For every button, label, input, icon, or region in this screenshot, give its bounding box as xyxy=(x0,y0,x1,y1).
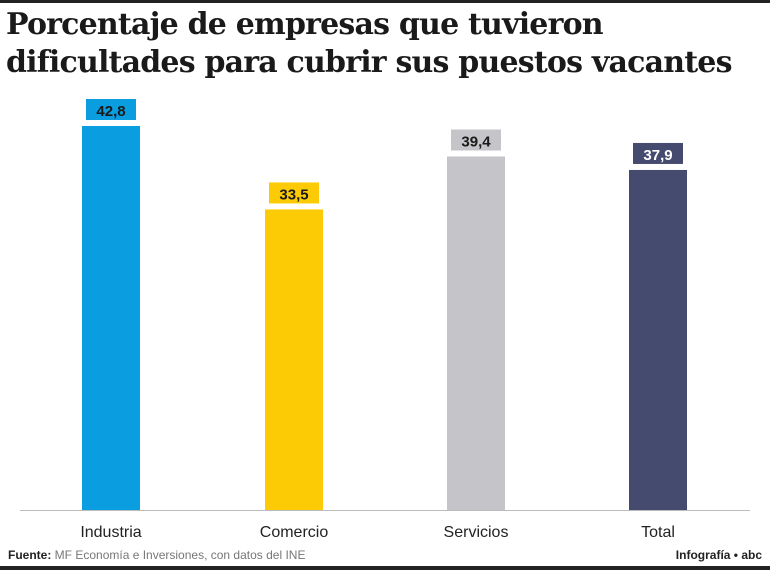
value-label-bg xyxy=(451,129,501,151)
credit: Infografía • abc xyxy=(675,548,762,562)
value-label: 37,9 xyxy=(643,147,672,164)
source-note: Fuente: MF Economía e Inversiones, con d… xyxy=(8,548,305,562)
title-line-2: dificultades para cubrir sus puestos vac… xyxy=(6,45,732,80)
category-label: Servicios xyxy=(444,524,509,541)
category-label: Comercio xyxy=(260,524,329,541)
value-label-bg xyxy=(269,182,319,204)
bar-comercio xyxy=(265,209,323,510)
bar-servicios xyxy=(447,156,505,510)
source-text: MF Economía e Inversiones, con datos del… xyxy=(51,548,306,562)
value-label: 39,4 xyxy=(461,134,491,151)
title-line-1: Porcentaje de empresas que tuvieron xyxy=(6,7,604,42)
value-label: 42,8 xyxy=(96,103,125,120)
bottom-border xyxy=(0,566,770,570)
bar-total xyxy=(629,169,687,510)
value-label: 33,5 xyxy=(279,186,308,203)
source-label: Fuente: xyxy=(8,548,52,562)
category-label: Total xyxy=(641,524,675,541)
bar-industria xyxy=(82,126,140,510)
value-label-bg xyxy=(86,99,136,120)
category-label: Industria xyxy=(80,524,141,541)
value-label-bg xyxy=(633,142,683,164)
chart-title: Porcentaje de empresas que tuvieron dific… xyxy=(6,6,732,82)
top-border xyxy=(0,0,770,3)
